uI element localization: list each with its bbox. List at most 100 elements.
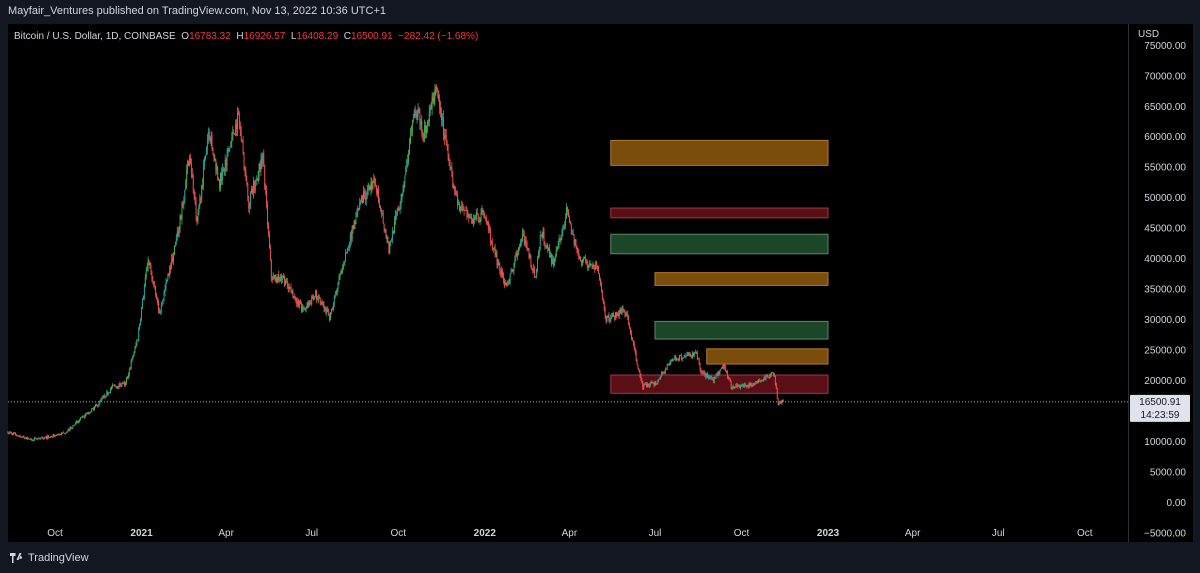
candle-body [720,368,722,371]
candle-body [587,265,589,268]
candle-body [650,382,652,384]
candle-body [463,209,465,211]
candle-body [286,280,288,286]
candle-body [740,386,742,388]
candle-body [146,267,148,271]
candle-body [664,368,666,374]
candle-body [96,404,98,407]
candle-body [655,382,657,384]
candle-body [144,277,146,287]
candle-body [331,309,333,310]
candle-body [379,205,381,211]
candle-body [591,265,593,267]
candle-body [689,353,691,355]
candle-body [117,386,119,388]
candle-body [625,313,627,315]
candle-body [323,303,325,309]
candle-body [555,249,557,257]
candle-body [530,255,532,265]
candle-body [576,246,578,251]
candle-body [427,121,429,123]
candle-body [685,355,687,357]
price-tick-label: 45000.00 [1144,224,1186,235]
candle-body [141,308,142,320]
candle-body [620,309,622,313]
candle-body [498,262,500,266]
candle-body [135,344,137,347]
candle-body [13,433,15,436]
chart-pane[interactable] [8,24,1128,542]
tradingview-brand[interactable]: TradingView [10,552,89,564]
candle-body [426,126,427,133]
candle-body [223,170,225,172]
candle-body [178,229,180,236]
candle-body [205,155,206,159]
candle-body [106,391,108,397]
price-scale[interactable] [1128,24,1193,542]
candle-body [90,411,92,413]
candle-body [733,386,735,389]
candle-body [755,382,757,384]
candle-body [547,244,549,251]
candle-body [560,239,562,240]
candle-body [741,384,743,386]
candle-body [70,426,72,429]
candle-body [31,438,32,441]
candle-body [179,215,181,230]
candle-body [561,232,563,240]
candle-body [420,121,422,126]
candle-body [270,259,272,279]
candle-body [374,178,376,185]
candle-body [480,212,482,222]
candle-body [316,299,318,301]
candle-body [707,373,709,378]
candle-body [365,196,367,201]
candle-body [637,364,639,369]
candle-body [682,357,684,359]
candle-body [242,142,244,154]
candle-body [16,434,17,436]
candle-body [65,432,67,434]
candle-body [301,307,303,312]
candle-body [127,374,129,378]
candle-body [442,117,444,136]
candle-body [492,248,494,250]
candle-body [336,288,338,295]
candle-body [718,371,720,375]
candle-body [220,173,221,189]
candle-body [145,270,147,278]
candle-body [611,315,613,317]
candle-body [429,107,431,112]
candle-body [666,364,668,370]
candle-body [349,233,351,247]
candle-body [717,371,719,376]
candle-body [739,385,741,388]
candle-body [410,131,412,134]
candle-body [370,182,372,191]
candle-body [672,359,674,361]
low-label: L [290,31,297,42]
candle-body [408,154,410,163]
candle-body [354,221,356,225]
price-tick-label: 0.00 [1167,498,1187,509]
candle-body [536,257,538,270]
candle-body [708,376,710,378]
candle-body [15,433,16,435]
candle-body [616,313,618,316]
candle-body [430,107,432,109]
candle-body [542,231,544,239]
tradingview-logo-icon [10,553,23,563]
candle-body [19,435,21,437]
candle-body [136,340,138,345]
candle-body [105,396,107,398]
candle-body [680,355,682,360]
candle-body [663,373,665,374]
candle-body [433,98,435,102]
candle-body [464,210,466,212]
candle-body [419,112,421,126]
candle-body [166,279,168,283]
candle-body [44,437,46,440]
candle-body [489,228,490,232]
candle-body [350,233,352,240]
